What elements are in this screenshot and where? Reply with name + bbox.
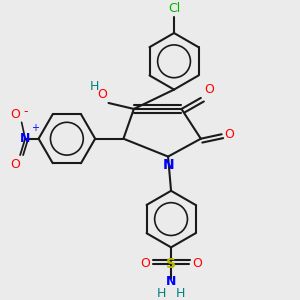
Text: H: H (176, 287, 185, 300)
Text: H: H (157, 287, 166, 300)
Text: H: H (90, 80, 99, 94)
Text: N: N (166, 275, 176, 288)
Text: O: O (204, 82, 214, 95)
Text: O: O (97, 88, 107, 101)
Text: S: S (166, 257, 176, 271)
Text: O: O (192, 257, 202, 270)
Text: O: O (10, 158, 20, 171)
Text: Cl: Cl (168, 2, 180, 15)
Text: O: O (140, 257, 150, 270)
Text: +: + (31, 123, 39, 133)
Text: N: N (162, 158, 174, 172)
Text: O: O (10, 108, 20, 121)
Text: N: N (20, 132, 30, 145)
Text: O: O (225, 128, 235, 141)
Text: -: - (23, 105, 27, 119)
